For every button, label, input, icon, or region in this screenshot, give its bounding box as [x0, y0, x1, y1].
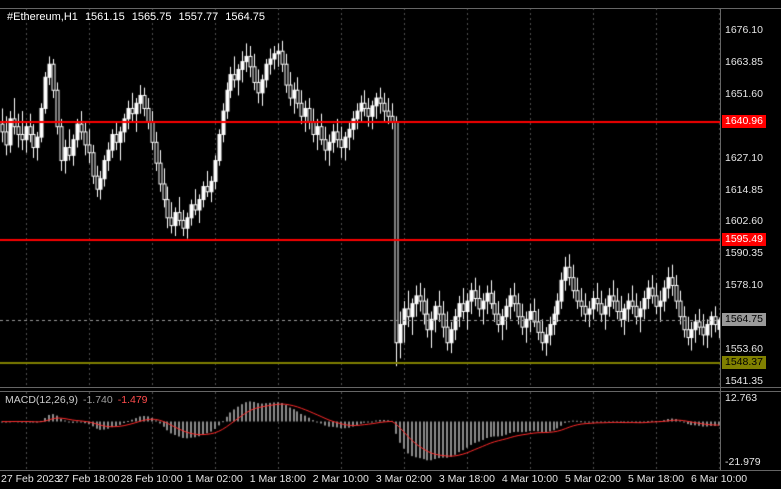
price-tick-label: 1541.35	[725, 374, 763, 387]
high-value: 1565.75	[131, 11, 172, 23]
price-tick-label: 1602.60	[725, 215, 763, 228]
macd-signal-value: -1.479	[117, 394, 148, 406]
macd-main-value: -1.740	[82, 394, 113, 406]
time-label: 3 Mar 02:00	[375, 473, 432, 485]
price-tick-label: 1553.60	[725, 342, 763, 355]
time-label: 5 Mar 18:00	[627, 473, 685, 485]
current-price-label: 1564.75	[722, 312, 766, 326]
macd-scale-label: -21.979	[725, 456, 761, 468]
time-label: 27 Feb 18:00	[57, 473, 120, 485]
price-tick-label: 1663.85	[725, 56, 763, 68]
hline-price-label: 1548.37	[722, 355, 766, 369]
time-label: 3 Mar 18:00	[438, 473, 495, 485]
price-tick-label: 1578.10	[725, 279, 763, 292]
time-label: 6 Mar 10:00	[691, 473, 748, 485]
time-axis[interactable]: 27 Feb 2023 27 Feb 18:00 28 Feb 10:00 1 Mar…	[0, 470, 781, 489]
macd-scale-label: 12.763	[725, 392, 758, 404]
low-value: 1557.77	[178, 11, 219, 23]
macd-label: MACD(12,26,9)	[5, 394, 78, 406]
hline-price-label: 1640.96	[722, 114, 766, 128]
time-label: 28 Feb 10:00	[120, 473, 183, 485]
hline-price-label: 1595.49	[722, 232, 766, 246]
price-tick-label: 1651.60	[725, 87, 763, 100]
macd-indicator-canvas[interactable]	[0, 392, 721, 470]
price-tick-label: 1614.85	[725, 183, 763, 196]
symbol-ohlc-readout: #Ethereum,H1 1561.15 1565.75 1557.77 1564.75	[7, 11, 272, 23]
time-label: 2 Mar 10:00	[312, 473, 369, 485]
symbol-timeframe-label: #Ethereum,H1	[7, 11, 78, 23]
price-tick-label: 1590.35	[725, 247, 763, 260]
pane-divider[interactable]	[0, 387, 781, 392]
time-label: 27 Feb 2023	[1, 473, 60, 485]
price-tick-label: 1676.10	[725, 24, 763, 37]
macd-indicator-readout: MACD(12,26,9) -1.740 -1.479	[5, 394, 153, 406]
chart-top-border	[0, 8, 781, 9]
time-label: 4 Mar 10:00	[501, 473, 558, 485]
chart-bottom-border	[0, 470, 781, 471]
price-chart-canvas[interactable]	[0, 8, 721, 387]
price-axis-separator	[720, 8, 721, 470]
close-value: 1564.75	[225, 11, 265, 23]
time-label: 5 Mar 02:00	[564, 473, 621, 485]
time-label: 1 Mar 18:00	[249, 473, 306, 485]
price-tick-label: 1627.10	[725, 151, 763, 164]
price-axis[interactable]: 1676.10 1663.85 1651.60 1627.10 1614.85 1602.…	[721, 0, 781, 489]
open-value: 1561.15	[84, 11, 125, 23]
time-label: 1 Mar 02:00	[186, 473, 243, 485]
